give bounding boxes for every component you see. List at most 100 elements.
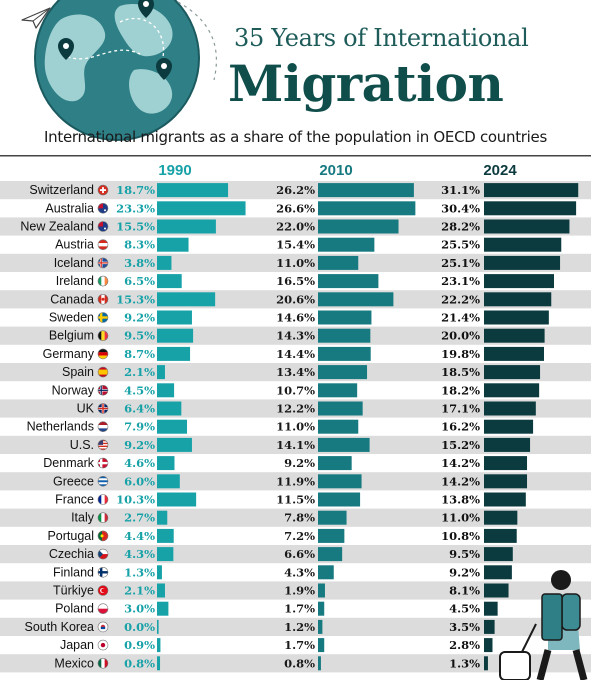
bar-2010	[318, 619, 323, 634]
bar-2010	[318, 183, 414, 198]
value-label-2010: 14.4%	[276, 347, 315, 361]
row-band	[0, 217, 591, 236]
country-label: Sweden	[49, 311, 94, 325]
bar-1990	[157, 638, 161, 653]
country-label: Greece	[53, 474, 94, 488]
bar-2010	[318, 565, 334, 580]
bar-2010	[318, 383, 358, 398]
value-label-1990: 2.7%	[124, 511, 155, 525]
table-row: Japan 0.9% 1.7% 2.8%	[60, 638, 493, 653]
value-label-2024: 20.0%	[441, 329, 480, 343]
bar-2010	[318, 328, 371, 343]
bar-2010	[318, 201, 416, 216]
bar-2010	[318, 237, 375, 252]
greece-flag-icon	[97, 475, 109, 487]
value-label-2010: 4.3%	[284, 565, 315, 579]
bar-2010	[318, 401, 363, 416]
turkiye-flag-icon	[97, 585, 109, 596]
country-label: UK	[77, 402, 95, 416]
table-row: Iceland 3.8% 11.0% 25.1%	[54, 255, 561, 270]
bar-2010	[318, 528, 345, 543]
table-row: U.S. 9.2% 14.1% 15.2%	[70, 437, 531, 452]
bar-2010	[318, 547, 343, 562]
map-pin-icon	[156, 58, 172, 80]
country-label: Japan	[60, 638, 94, 652]
traveler-with-suitcase-icon	[499, 570, 588, 680]
bar-2010	[318, 219, 399, 234]
globe-icon	[34, 0, 200, 141]
bar-2024	[484, 547, 513, 562]
table-row: Austria 8.3% 15.4% 25.5%	[55, 237, 562, 252]
value-label-2010: 1.7%	[284, 602, 315, 616]
bar-2010	[318, 310, 372, 325]
value-label-1990: 10.3%	[116, 493, 155, 507]
row-band	[0, 399, 591, 418]
austria-flag-icon	[97, 239, 109, 250]
value-label-2024: 3.5%	[449, 620, 480, 634]
bar-2010	[318, 437, 370, 452]
bar-1990	[157, 365, 165, 380]
value-label-2024: 16.2%	[441, 420, 480, 434]
france-flag-icon	[97, 494, 109, 505]
table-row: Sweden 9.2% 14.6% 21.4%	[49, 310, 549, 325]
bar-2010	[318, 274, 379, 289]
bar-2024	[484, 583, 509, 598]
country-label: Iceland	[54, 256, 94, 270]
belgium-flag-icon	[97, 330, 109, 342]
bar-1990	[157, 619, 159, 634]
value-label-2010: 14.1%	[276, 438, 315, 452]
bar-2010	[318, 656, 321, 671]
value-label-2024: 25.1%	[441, 256, 480, 270]
year-header-1990: 1990	[158, 162, 191, 179]
country-label: U.S.	[70, 438, 94, 452]
country-label: Italy	[71, 511, 95, 525]
norway-flag-icon	[97, 384, 109, 396]
bar-2024	[484, 437, 531, 452]
sweden-flag-icon	[97, 312, 109, 323]
value-label-1990: 18.7%	[116, 183, 155, 197]
bar-1990	[157, 456, 175, 471]
row-band	[0, 326, 591, 345]
bar-2010	[318, 346, 371, 361]
bar-1990	[157, 656, 161, 671]
country-label: Netherlands	[27, 420, 94, 434]
table-row: Canada 15.3% 20.6% 22.2%	[50, 292, 552, 307]
bar-2010	[318, 492, 361, 507]
value-label-2010: 26.6%	[276, 201, 315, 215]
value-label-1990: 0.8%	[124, 656, 155, 670]
bar-2024	[484, 601, 498, 616]
bar-2024	[484, 528, 517, 543]
year-header-2010: 2010	[319, 162, 352, 179]
table-row: Netherlands 7.9% 11.0% 16.2%	[27, 419, 534, 434]
canada-flag-icon	[97, 293, 109, 305]
netherlands-flag-icon	[97, 421, 109, 433]
title-line-2: Migration	[228, 54, 504, 113]
table-row: Spain 2.1% 13.4% 18.5%	[62, 365, 541, 380]
row-band	[0, 545, 591, 564]
bar-2010	[318, 365, 368, 380]
value-label-1990: 6.5%	[124, 274, 155, 288]
bar-2024	[484, 510, 518, 525]
table-row: Australia 23.3% 26.6% 30.4%	[45, 201, 577, 216]
bar-1990	[157, 383, 175, 398]
table-row: Switzerland 18.7% 26.2% 31.1%	[29, 183, 579, 198]
value-label-1990: 23.3%	[116, 201, 155, 215]
ireland-flag-icon	[97, 275, 109, 287]
bar-2024	[484, 365, 541, 380]
value-label-1990: 0.0%	[124, 620, 155, 634]
bar-1990	[157, 510, 168, 525]
bar-2010	[318, 638, 325, 653]
portugal-flag-icon	[97, 530, 109, 542]
bar-2024	[484, 237, 562, 252]
bar-2024	[484, 201, 577, 216]
country-label: France	[55, 493, 94, 507]
value-label-2010: 16.5%	[276, 274, 315, 288]
value-label-2010: 13.4%	[276, 365, 315, 379]
value-label-2010: 7.8%	[284, 511, 315, 525]
value-label-2024: 18.5%	[441, 365, 480, 379]
table-row: Portugal 4.4% 7.2% 10.8%	[47, 528, 517, 543]
row-band	[0, 472, 591, 491]
value-label-2024: 31.1%	[441, 183, 480, 197]
value-label-1990: 4.4%	[124, 529, 155, 543]
value-label-1990: 9.5%	[124, 329, 155, 343]
